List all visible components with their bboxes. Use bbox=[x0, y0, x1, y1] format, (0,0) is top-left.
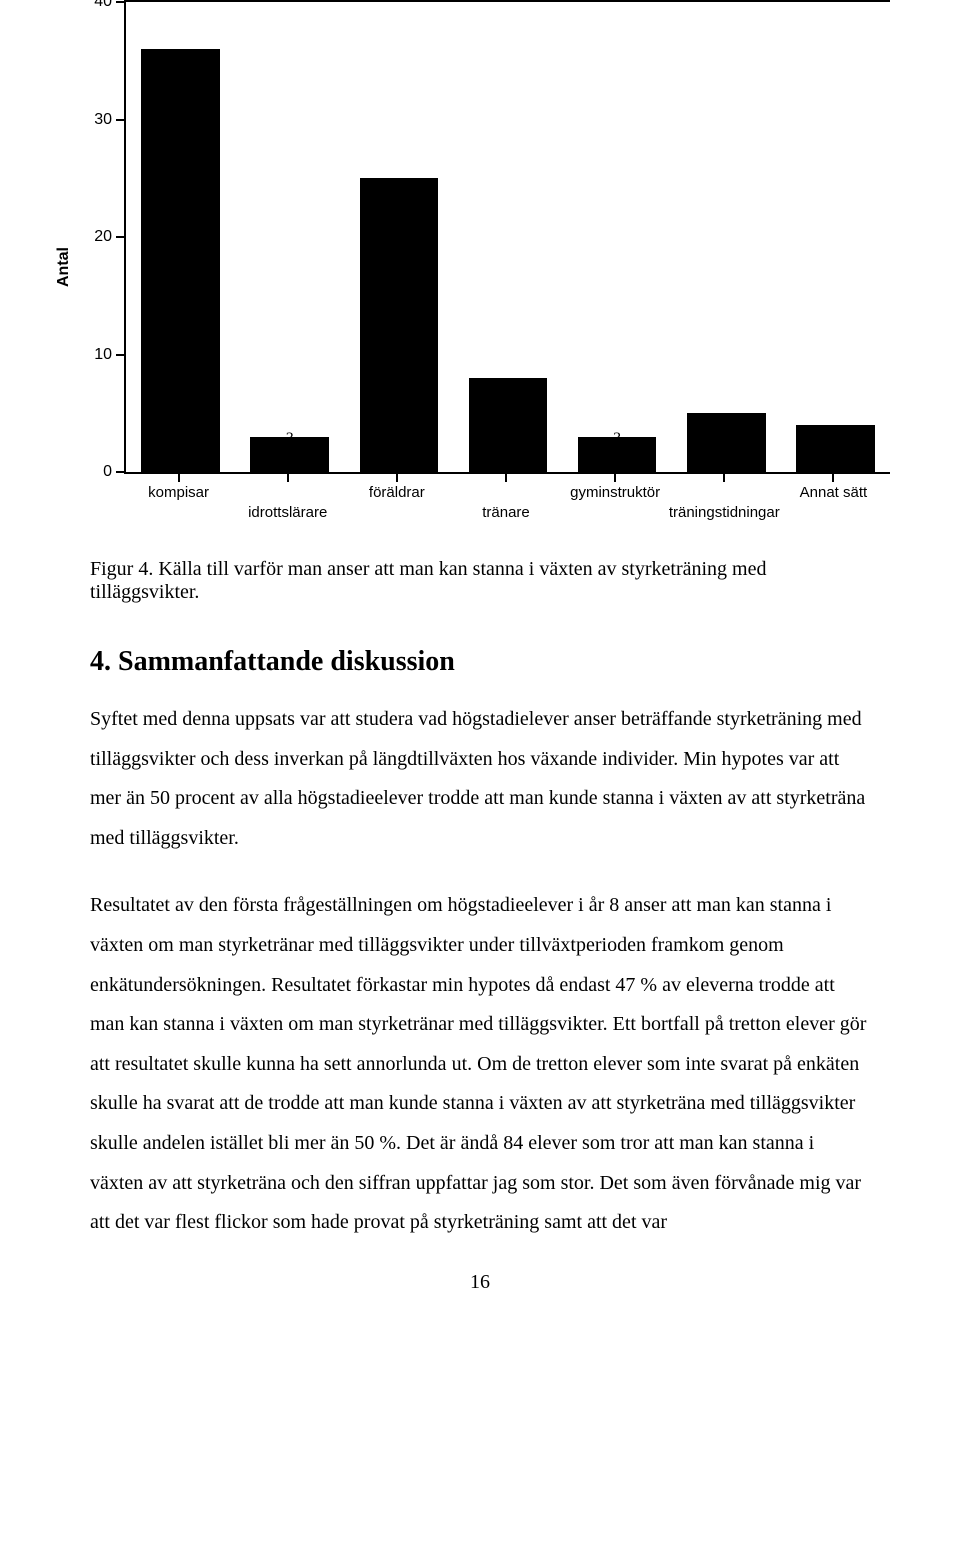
y-tick bbox=[116, 236, 124, 238]
chart-plot-area: 363258354 010203040 bbox=[124, 0, 890, 474]
y-tick-label: 30 bbox=[82, 111, 112, 129]
x-tick bbox=[287, 474, 289, 482]
x-tick-label: idrottslärare bbox=[248, 504, 327, 521]
bar-value-label: 3 bbox=[613, 430, 621, 448]
x-tick bbox=[723, 474, 725, 482]
y-tick bbox=[116, 354, 124, 356]
y-tick-label: 0 bbox=[82, 463, 112, 481]
x-tick-label: träningstidningar bbox=[669, 504, 780, 521]
bar-value-label: 8 bbox=[504, 411, 512, 429]
x-tick-label: kompisar bbox=[148, 484, 209, 501]
y-tick bbox=[116, 471, 124, 473]
y-tick-label: 40 bbox=[82, 0, 112, 11]
bar-value-label: 36 bbox=[173, 228, 189, 246]
page-number: 16 bbox=[0, 1271, 960, 1294]
chart-bar bbox=[141, 49, 220, 472]
x-tick bbox=[505, 474, 507, 482]
body-paragraph-2: Resultatet av den första frågeställninge… bbox=[90, 886, 870, 1242]
x-tick-label: föräldrar bbox=[369, 484, 425, 501]
bar-chart: Antal 363258354 010203040 kompisaridrott… bbox=[70, 0, 890, 534]
bar-value-label: 3 bbox=[286, 430, 294, 448]
chart-bars: 36 3 25 8 3 5 4 bbox=[126, 2, 890, 472]
figure-caption: Figur 4. Källa till varför man anser att… bbox=[90, 558, 870, 604]
x-tick-label: gyminstruktör bbox=[570, 484, 660, 501]
chart-x-axis: kompisar idrottslärare föräldrar tränare gym… bbox=[124, 474, 890, 534]
y-tick-label: 20 bbox=[82, 228, 112, 246]
bar-value-label: 25 bbox=[391, 313, 407, 331]
chart-bar bbox=[687, 413, 766, 472]
bar-value-label: 5 bbox=[722, 423, 730, 441]
y-tick bbox=[116, 119, 124, 121]
body-paragraph-1: Syftet med denna uppsats var att studera… bbox=[90, 700, 870, 858]
section-heading: 4. Sammanfattande diskussion bbox=[90, 646, 870, 678]
y-axis-label: Antal bbox=[55, 247, 73, 287]
y-tick bbox=[116, 1, 124, 3]
x-tick bbox=[178, 474, 180, 482]
x-tick bbox=[396, 474, 398, 482]
x-tick-label: Annat sätt bbox=[800, 484, 868, 501]
bar-value-label: 4 bbox=[831, 423, 839, 441]
x-tick bbox=[832, 474, 834, 482]
x-tick bbox=[614, 474, 616, 482]
x-tick-label: tränare bbox=[482, 504, 530, 521]
y-tick-label: 10 bbox=[82, 346, 112, 364]
